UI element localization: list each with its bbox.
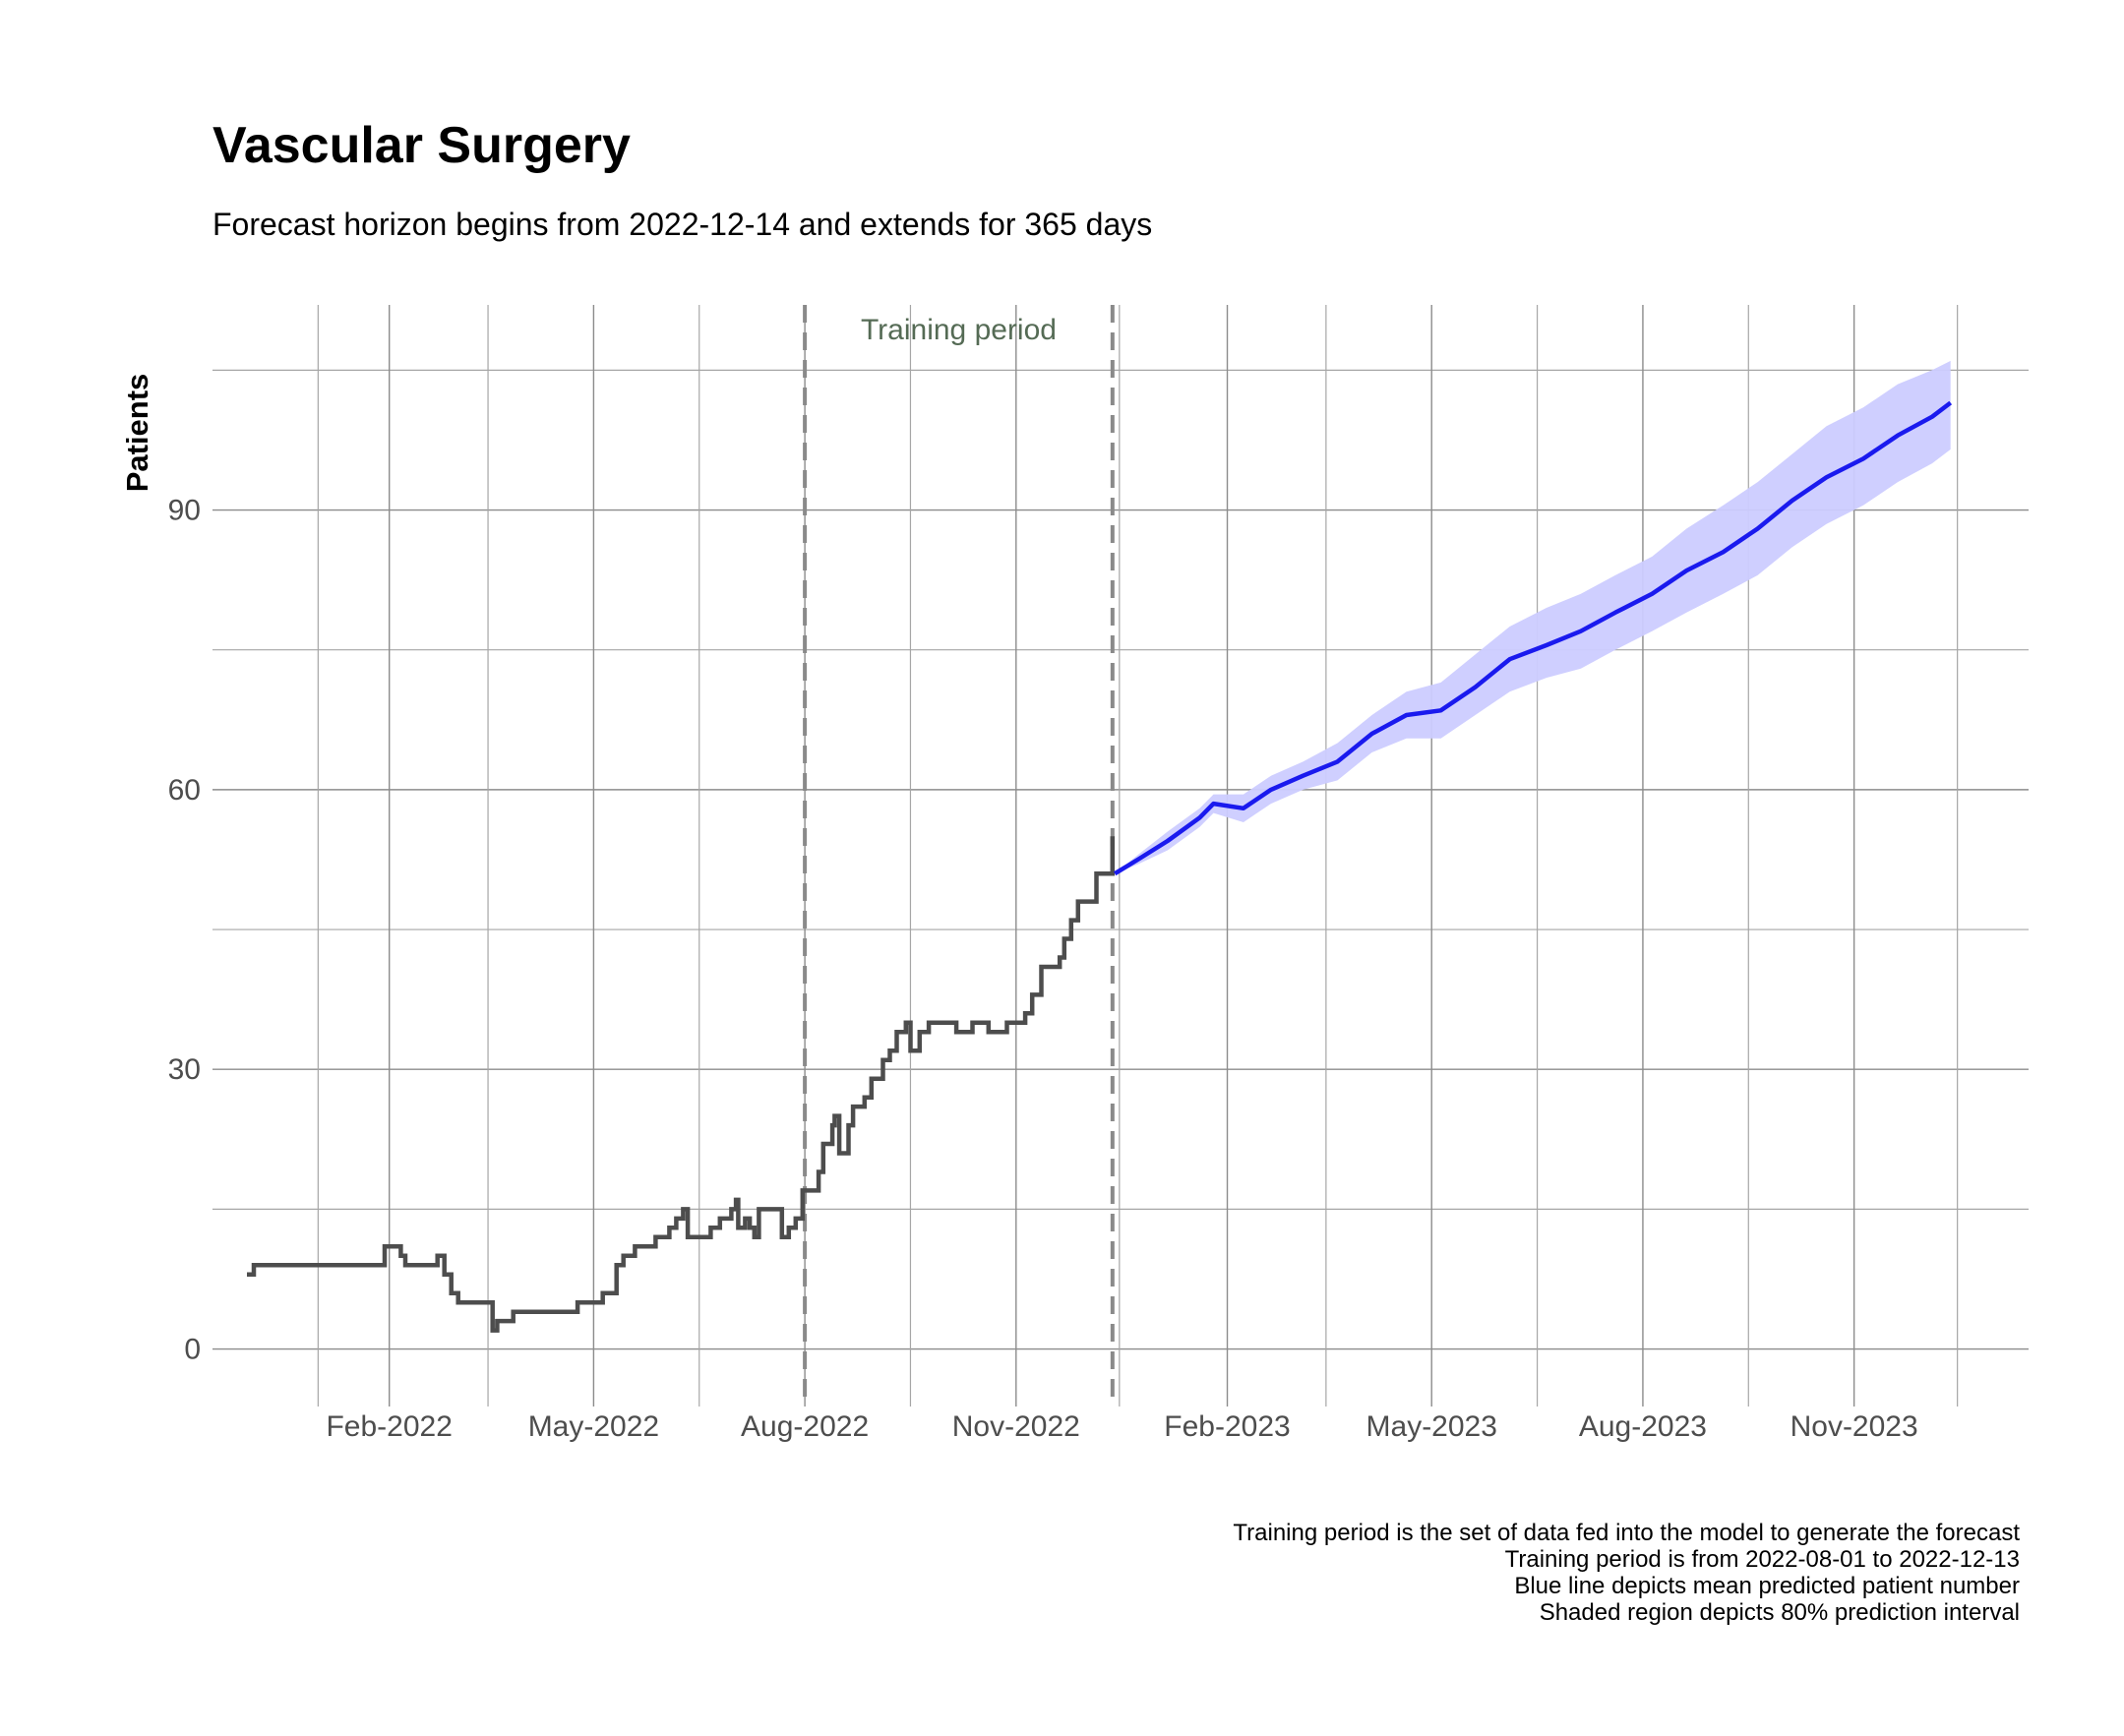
caption-line: Blue line depicts mean predicted patient… bbox=[1514, 1573, 2020, 1599]
forecast-series bbox=[1114, 400, 1953, 876]
prediction-interval-area bbox=[1115, 360, 1951, 874]
caption-line: Training period is the set of data fed i… bbox=[1233, 1520, 2020, 1546]
x-tick-label: Feb-2023 bbox=[1164, 1410, 1290, 1443]
chart-title: Vascular Surgery bbox=[212, 117, 631, 174]
prediction-band bbox=[1115, 360, 1951, 874]
x-tick-label: May-2023 bbox=[1366, 1410, 1497, 1443]
chart-caption: Training period is the set of data fed i… bbox=[1233, 1520, 2020, 1626]
y-axis-label: Patients bbox=[120, 374, 154, 493]
training-period-markers: Training period bbox=[803, 305, 1115, 1407]
caption-line: Training period is from 2022-08-01 to 20… bbox=[1504, 1546, 2020, 1573]
forecast-mean-line bbox=[1114, 400, 1953, 876]
x-tick-label: Aug-2022 bbox=[741, 1410, 869, 1443]
y-tick-label: 90 bbox=[168, 495, 201, 527]
y-tick-label: 30 bbox=[168, 1053, 201, 1086]
y-tick-label: 0 bbox=[184, 1334, 201, 1366]
x-tick-label: Aug-2023 bbox=[1579, 1410, 1707, 1443]
caption-line: Shaded region depicts 80% prediction int… bbox=[1539, 1599, 2020, 1626]
chart-subtitle: Forecast horizon begins from 2022-12-14 … bbox=[212, 207, 1153, 242]
x-tick-label: Feb-2022 bbox=[326, 1410, 452, 1443]
axis-labels: 0 30 60 90 Feb-2022 May-2022 Aug-2022 Nov-2022 F… bbox=[120, 374, 1918, 1443]
x-tick-label: Nov-2023 bbox=[1790, 1410, 1918, 1443]
observed-line bbox=[247, 836, 1116, 1333]
grid-lines bbox=[212, 305, 2029, 1407]
training-period-label: Training period bbox=[861, 314, 1057, 346]
x-tick-label: May-2022 bbox=[528, 1410, 659, 1443]
observed-series bbox=[247, 836, 1116, 1333]
y-tick-label: 60 bbox=[168, 774, 201, 807]
x-tick-label: Nov-2022 bbox=[952, 1410, 1080, 1443]
